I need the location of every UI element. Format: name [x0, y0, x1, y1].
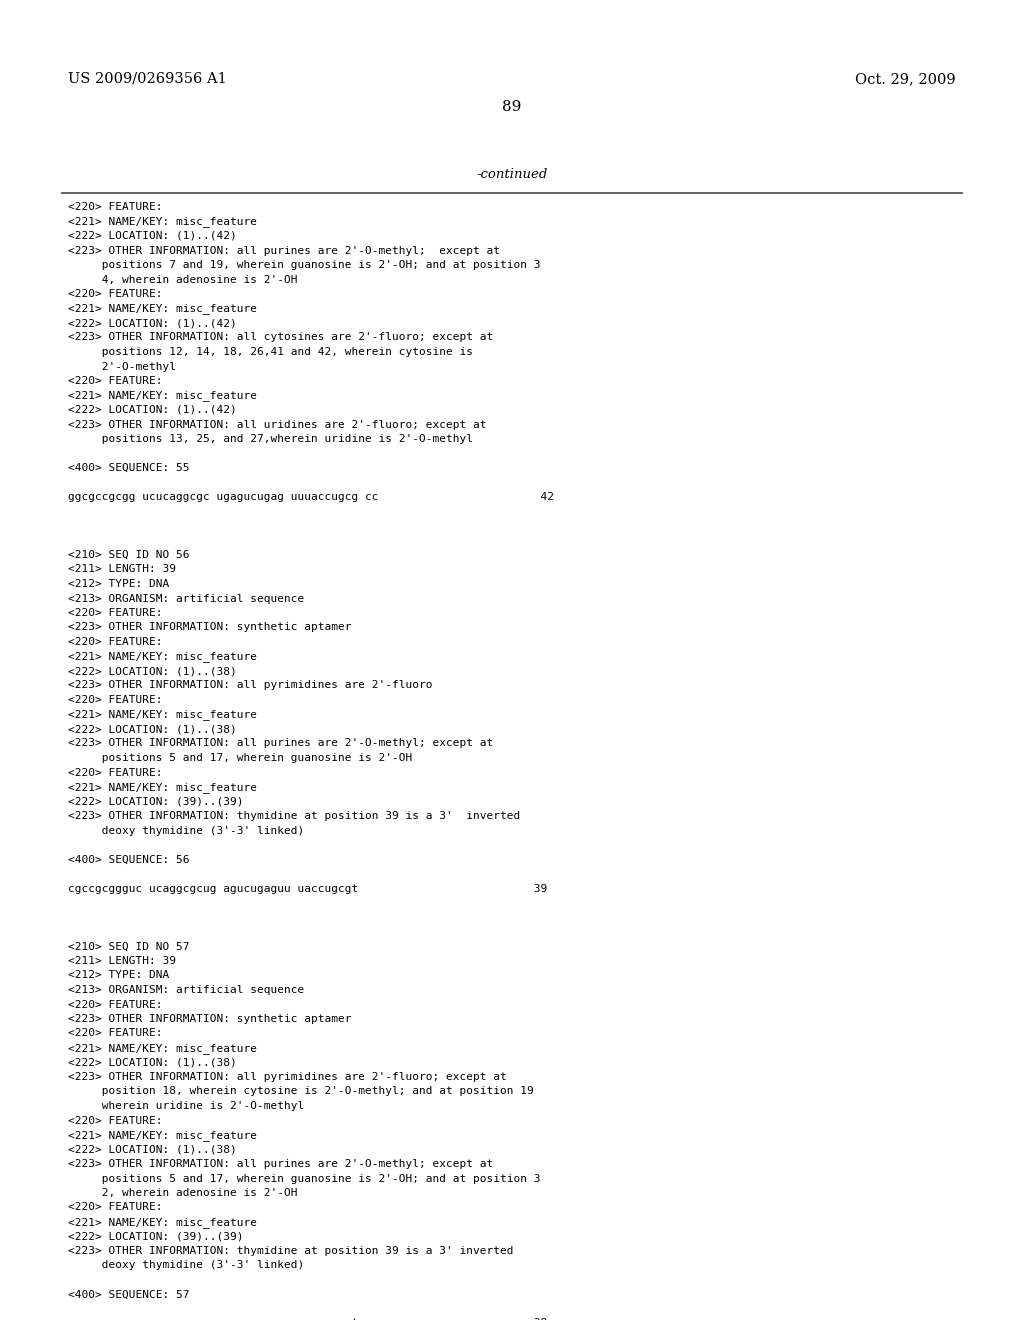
- Text: <223> OTHER INFORMATION: all pyrimidines are 2'-fluoro; except at: <223> OTHER INFORMATION: all pyrimidines…: [68, 1072, 507, 1082]
- Text: <221> NAME/KEY: misc_feature: <221> NAME/KEY: misc_feature: [68, 1217, 257, 1228]
- Text: <223> OTHER INFORMATION: synthetic aptamer: <223> OTHER INFORMATION: synthetic aptam…: [68, 1014, 351, 1024]
- Text: <222> LOCATION: (1)..(42): <222> LOCATION: (1)..(42): [68, 405, 237, 414]
- Text: <210> SEQ ID NO 57: <210> SEQ ID NO 57: [68, 941, 189, 952]
- Text: <221> NAME/KEY: misc_feature: <221> NAME/KEY: misc_feature: [68, 391, 257, 401]
- Text: cgccgcggguc ucaggcgcug agucugaguu uaccugcgt                          39: cgccgcggguc ucaggcgcug agucugaguu uaccug…: [68, 883, 547, 894]
- Text: <220> FEATURE:: <220> FEATURE:: [68, 1115, 163, 1126]
- Text: <221> NAME/KEY: misc_feature: <221> NAME/KEY: misc_feature: [68, 652, 257, 663]
- Text: <220> FEATURE:: <220> FEATURE:: [68, 999, 163, 1010]
- Text: position 18, wherein cytosine is 2'-O-methyl; and at position 19: position 18, wherein cytosine is 2'-O-me…: [68, 1086, 534, 1097]
- Text: 2, wherein adenosine is 2'-OH: 2, wherein adenosine is 2'-OH: [68, 1188, 298, 1199]
- Text: <222> LOCATION: (1)..(38): <222> LOCATION: (1)..(38): [68, 1144, 237, 1155]
- Text: <221> NAME/KEY: misc_feature: <221> NAME/KEY: misc_feature: [68, 710, 257, 721]
- Text: <222> LOCATION: (1)..(42): <222> LOCATION: (1)..(42): [68, 318, 237, 327]
- Text: <223> OTHER INFORMATION: all pyrimidines are 2'-fluoro: <223> OTHER INFORMATION: all pyrimidines…: [68, 681, 432, 690]
- Text: <213> ORGANISM: artificial sequence: <213> ORGANISM: artificial sequence: [68, 594, 304, 603]
- Text: <223> OTHER INFORMATION: thymidine at position 39 is a 3'  inverted: <223> OTHER INFORMATION: thymidine at po…: [68, 810, 520, 821]
- Text: <400> SEQUENCE: 57: <400> SEQUENCE: 57: [68, 1290, 189, 1299]
- Text: <220> FEATURE:: <220> FEATURE:: [68, 638, 163, 647]
- Text: <223> OTHER INFORMATION: thymidine at position 39 is a 3' inverted: <223> OTHER INFORMATION: thymidine at po…: [68, 1246, 513, 1257]
- Text: positions 7 and 19, wherein guanosine is 2'-OH; and at position 3: positions 7 and 19, wherein guanosine is…: [68, 260, 541, 271]
- Text: <223> OTHER INFORMATION: all purines are 2'-O-methyl;  except at: <223> OTHER INFORMATION: all purines are…: [68, 246, 500, 256]
- Text: <222> LOCATION: (1)..(42): <222> LOCATION: (1)..(42): [68, 231, 237, 242]
- Text: positions 13, 25, and 27,wherein uridine is 2'-O-methyl: positions 13, 25, and 27,wherein uridine…: [68, 434, 473, 444]
- Text: <222> LOCATION: (1)..(38): <222> LOCATION: (1)..(38): [68, 1057, 237, 1068]
- Text: <212> TYPE: DNA: <212> TYPE: DNA: [68, 579, 169, 589]
- Text: <220> FEATURE:: <220> FEATURE:: [68, 1203, 163, 1213]
- Text: deoxy thymidine (3'-3' linked): deoxy thymidine (3'-3' linked): [68, 825, 304, 836]
- Text: ggcgccgcgg ucucaggcgc ugagucugag uuuaccugcg cc                        42: ggcgccgcgg ucucaggcgc ugagucugag uuuaccu…: [68, 492, 554, 502]
- Text: <213> ORGANISM: artificial sequence: <213> ORGANISM: artificial sequence: [68, 985, 304, 995]
- Text: <223> OTHER INFORMATION: all purines are 2'-O-methyl; except at: <223> OTHER INFORMATION: all purines are…: [68, 738, 494, 748]
- Text: <223> OTHER INFORMATION: all purines are 2'-O-methyl; except at: <223> OTHER INFORMATION: all purines are…: [68, 1159, 494, 1170]
- Text: -continued: -continued: [476, 168, 548, 181]
- Text: <222> LOCATION: (39)..(39): <222> LOCATION: (39)..(39): [68, 1232, 244, 1242]
- Text: positions 5 and 17, wherein guanosine is 2'-OH: positions 5 and 17, wherein guanosine is…: [68, 752, 413, 763]
- Text: <221> NAME/KEY: misc_feature: <221> NAME/KEY: misc_feature: [68, 1043, 257, 1053]
- Text: <223> OTHER INFORMATION: all uridines are 2'-fluoro; except at: <223> OTHER INFORMATION: all uridines ar…: [68, 420, 486, 429]
- Text: <221> NAME/KEY: misc_feature: <221> NAME/KEY: misc_feature: [68, 1130, 257, 1140]
- Text: US 2009/0269356 A1: US 2009/0269356 A1: [68, 73, 226, 86]
- Text: <222> LOCATION: (39)..(39): <222> LOCATION: (39)..(39): [68, 796, 244, 807]
- Text: positions 12, 14, 18, 26,41 and 42, wherein cytosine is: positions 12, 14, 18, 26,41 and 42, wher…: [68, 347, 473, 356]
- Text: <221> NAME/KEY: misc_feature: <221> NAME/KEY: misc_feature: [68, 216, 257, 227]
- Text: positions 5 and 17, wherein guanosine is 2'-OH; and at position 3: positions 5 and 17, wherein guanosine is…: [68, 1173, 541, 1184]
- Text: <212> TYPE: DNA: <212> TYPE: DNA: [68, 970, 169, 981]
- Text: <223> OTHER INFORMATION: synthetic aptamer: <223> OTHER INFORMATION: synthetic aptam…: [68, 623, 351, 632]
- Text: <220> FEATURE:: <220> FEATURE:: [68, 767, 163, 777]
- Text: deoxy thymidine (3'-3' linked): deoxy thymidine (3'-3' linked): [68, 1261, 304, 1270]
- Text: Oct. 29, 2009: Oct. 29, 2009: [855, 73, 956, 86]
- Text: <220> FEATURE:: <220> FEATURE:: [68, 289, 163, 300]
- Text: <211> LENGTH: 39: <211> LENGTH: 39: [68, 565, 176, 574]
- Text: 2'-O-methyl: 2'-O-methyl: [68, 362, 176, 371]
- Text: cgccgcggguc ucaggcgcug agucugaguu uaccugcgt                          39: cgccgcggguc ucaggcgcug agucugaguu uaccug…: [68, 1319, 547, 1320]
- Text: <222> LOCATION: (1)..(38): <222> LOCATION: (1)..(38): [68, 723, 237, 734]
- Text: <223> OTHER INFORMATION: all cytosines are 2'-fluoro; except at: <223> OTHER INFORMATION: all cytosines a…: [68, 333, 494, 342]
- Text: <400> SEQUENCE: 55: <400> SEQUENCE: 55: [68, 463, 189, 473]
- Text: <220> FEATURE:: <220> FEATURE:: [68, 1028, 163, 1039]
- Text: <221> NAME/KEY: misc_feature: <221> NAME/KEY: misc_feature: [68, 781, 257, 793]
- Text: <211> LENGTH: 39: <211> LENGTH: 39: [68, 956, 176, 966]
- Text: <220> FEATURE:: <220> FEATURE:: [68, 202, 163, 213]
- Text: <400> SEQUENCE: 56: <400> SEQUENCE: 56: [68, 854, 189, 865]
- Text: wherein uridine is 2'-O-methyl: wherein uridine is 2'-O-methyl: [68, 1101, 304, 1111]
- Text: 4, wherein adenosine is 2'-OH: 4, wherein adenosine is 2'-OH: [68, 275, 298, 285]
- Text: <222> LOCATION: (1)..(38): <222> LOCATION: (1)..(38): [68, 667, 237, 676]
- Text: <220> FEATURE:: <220> FEATURE:: [68, 696, 163, 705]
- Text: <220> FEATURE:: <220> FEATURE:: [68, 376, 163, 385]
- Text: <221> NAME/KEY: misc_feature: <221> NAME/KEY: misc_feature: [68, 304, 257, 314]
- Text: <210> SEQ ID NO 56: <210> SEQ ID NO 56: [68, 550, 189, 560]
- Text: 89: 89: [503, 100, 521, 114]
- Text: <220> FEATURE:: <220> FEATURE:: [68, 609, 163, 618]
